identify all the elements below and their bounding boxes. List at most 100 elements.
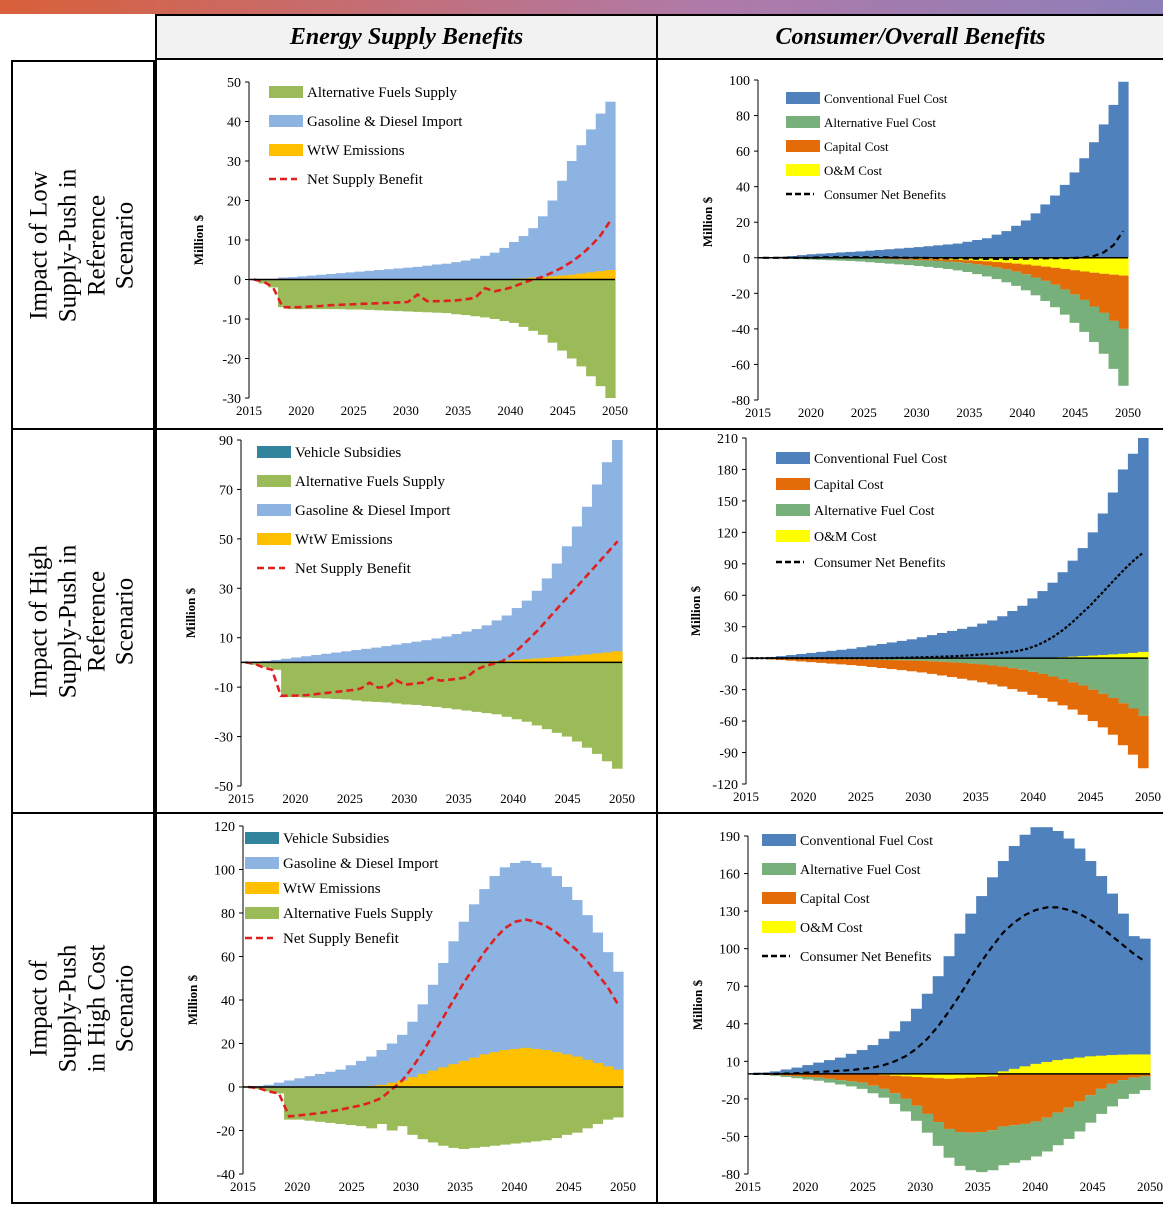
legend-swatch [786,164,820,176]
om_cost-bar [1041,1062,1052,1074]
alternative_fuel_cost-bar [1079,300,1089,332]
alternative_fuel_cost-bar [992,267,1002,279]
legend-swatch [786,140,820,152]
alt_fuels_supply-bar [531,1087,542,1141]
conventional_fuel_cost-bar [992,235,1002,258]
alt_fuels_supply-bar [448,1087,459,1148]
y-tick-label: 10 [219,632,233,647]
conventional_fuel_cost-bar [1060,185,1070,258]
capital_cost-bar [987,666,998,685]
capital_cost-bar [953,260,963,262]
y-tick-label: 20 [736,216,750,231]
x-tick-label: 2025 [339,1179,365,1194]
alt_fuels_supply-bar [582,662,593,747]
legend-swatch [257,504,291,516]
alt_fuels_supply-bar [551,1087,562,1138]
alt_fuels_supply-bar [510,1087,521,1144]
conventional_fuel_cost-bar [914,247,924,258]
alt_fuels_supply-bar [492,662,503,714]
legend-swatch [762,892,796,904]
capital_cost-bar [867,660,878,667]
conventional_fuel_cost-bar [836,650,847,658]
y-tick-label: -60 [731,358,750,373]
alt_fuels_supply-bar [602,662,613,761]
alternative_fuel_cost-bar [976,1132,987,1172]
conventional_fuel_cost-bar [889,1031,900,1074]
y-tick-label: 0 [731,652,738,667]
conventional_fuel_cost-bar [1074,849,1085,1074]
capital_cost-bar [1007,668,1018,689]
y-tick-label: 80 [221,907,235,922]
y-tick-label: 10 [726,1055,740,1070]
conventional_fuel_cost-bar [877,644,888,658]
capital_cost-bar [836,659,847,664]
alternative_fuel_cost-bar [1007,658,1018,668]
x-tick-label: 2050 [610,1179,636,1194]
alt_fuels_supply-bar [592,662,603,753]
x-tick-label: 2025 [851,405,877,420]
gasoline_diesel_import-bar [366,1057,377,1087]
alt_fuels_supply-bar [612,662,623,768]
capital_cost-bar [967,664,978,681]
x-tick-label: 2025 [337,791,363,806]
capital_cost-bar [1063,1074,1074,1108]
alternative_fuel_cost-bar [1011,272,1021,286]
gasoline_diesel_import-bar [422,266,432,280]
x-tick-label: 2025 [848,789,874,804]
legend-label: O&M Cost [800,921,863,936]
om_cost-bar [1050,258,1060,268]
capital_cost-bar [977,664,988,682]
conventional_fuel_cost-bar [1063,839,1074,1074]
y-tick-label: -30 [719,684,738,699]
capital_cost-bar [1079,271,1089,299]
alternative_fuel_cost-bar [998,1126,1009,1165]
alt_fuels_supply-bar [472,662,483,711]
alternative_fuel_cost-bar [846,1081,857,1086]
alt_fuels_supply-bar [500,1087,511,1145]
alternative_fuel_cost-bar [781,1076,792,1077]
x-tick-label: 2050 [1115,405,1141,420]
wtw_emissions-bar [582,655,593,663]
alt_fuels_supply-bar [371,662,382,702]
legend-label: Gasoline & Diesel Import [283,856,439,872]
alternative_fuel_cost-bar [1031,278,1041,296]
alt_fuels_supply-bar [428,1087,439,1142]
conventional_fuel_cost-bar [1041,827,1052,1074]
capital_cost-bar [1040,267,1050,281]
gasoline_diesel_import-bar [586,129,596,279]
conventional_fuel_cost-bar [1001,231,1011,258]
legend-swatch [257,446,291,458]
legend-swatch [245,907,279,919]
alt_fuels_supply-bar [366,1087,377,1128]
capital_cost-bar [1085,1074,1096,1095]
om_cost-bar [1138,652,1149,658]
x-tick-label: 2025 [850,1179,876,1194]
conventional_fuel_cost-bar [977,624,988,659]
alternative_fuel_cost-bar [900,1099,911,1112]
legend-label: Conventional Fuel Cost [824,91,948,106]
alt_fuels_supply-bar [572,1087,583,1133]
wtw_emissions-bar [541,1050,552,1087]
capital_cost-bar [1099,274,1109,313]
alternative_fuel_cost-bar [857,1083,868,1089]
legend-swatch [776,478,810,490]
conventional_fuel_cost-bar [894,249,904,258]
wtw_emissions-bar [592,654,603,663]
alternative_fuel_cost-bar [965,1133,976,1171]
alternative_fuel_cost-bar [933,261,943,268]
gasoline_diesel_import-bar [542,578,553,662]
alternative_fuel_cost-bar [1058,658,1069,679]
capital_cost-bar [907,661,918,672]
legend-swatch [245,832,279,844]
alternative_fuel_cost-bar [924,260,934,266]
conventional_fuel_cost-bar [826,651,837,658]
capital_cost-bar [962,260,972,263]
alternative_fuel_cost-bar [1108,658,1119,698]
wtw_emissions-bar [520,1048,531,1087]
alt_fuels_supply-bar [407,1087,418,1135]
x-tick-label: 2045 [1078,789,1104,804]
alternative_fuel_cost-bar [954,1132,965,1166]
